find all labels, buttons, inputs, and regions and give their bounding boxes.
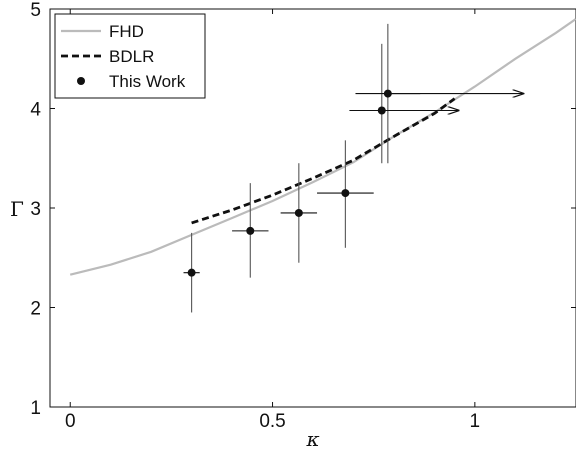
data-marker xyxy=(341,189,350,198)
y-tick-label: 3 xyxy=(30,199,41,220)
y-tick-label: 4 xyxy=(30,100,41,121)
x-axis-label: κ xyxy=(305,427,319,451)
data-marker xyxy=(246,226,255,235)
y-tick-label: 2 xyxy=(30,299,41,320)
x-tick-label: 1 xyxy=(470,411,481,432)
data-point xyxy=(317,140,374,248)
legend-label: FHD xyxy=(109,22,144,41)
data-marker xyxy=(294,208,303,217)
series-line-fhd xyxy=(69,17,576,276)
data-point xyxy=(232,183,269,278)
legend-marker xyxy=(77,77,85,85)
x-axis: 0 0.5 1 xyxy=(65,9,480,432)
y-tick-label: 1 xyxy=(30,398,41,419)
data-point xyxy=(280,163,318,263)
data-marker xyxy=(187,268,196,277)
data-point xyxy=(183,232,200,313)
x-tick-label: 0 xyxy=(65,411,76,432)
y-tick-label: 5 xyxy=(30,0,41,21)
arrow-layer xyxy=(381,94,524,111)
x-tick-label: 0.5 xyxy=(259,411,285,432)
y-axis: 1 2 3 4 5 xyxy=(30,0,576,419)
plot-area xyxy=(69,17,576,313)
y-axis-label: Γ xyxy=(10,197,24,221)
legend-label: BDLR xyxy=(109,47,154,66)
legend: FHD BDLR This Work xyxy=(54,13,206,99)
legend-label: This Work xyxy=(109,72,186,91)
series-line-bdlr xyxy=(191,97,456,225)
